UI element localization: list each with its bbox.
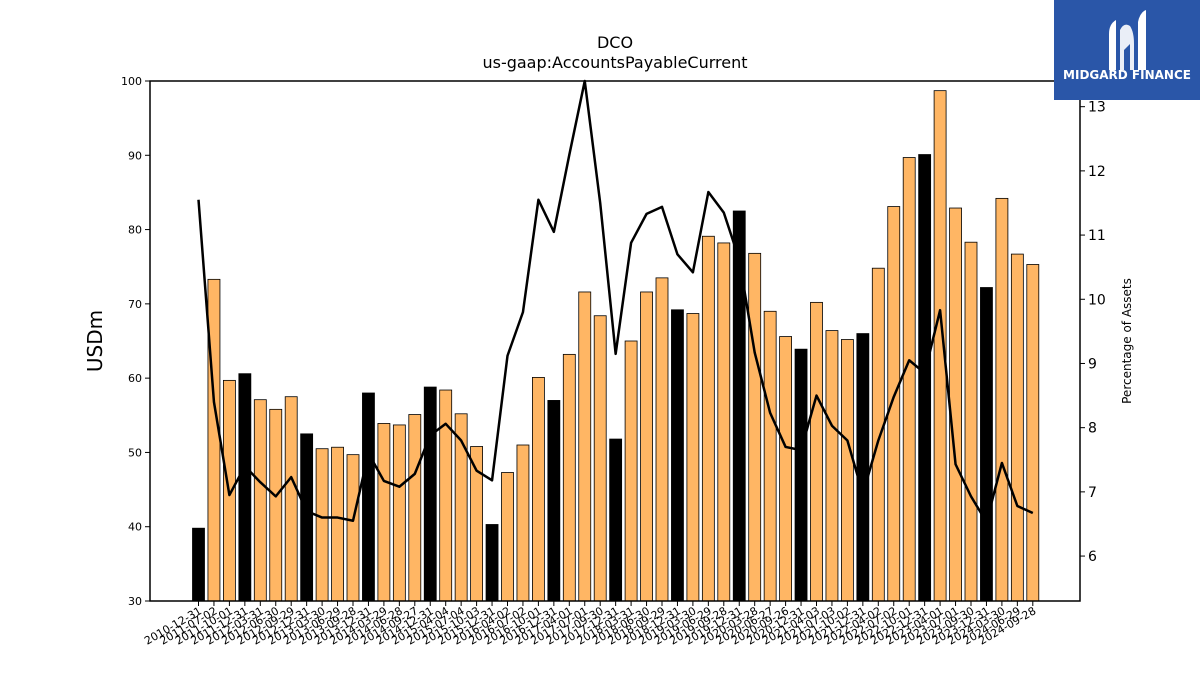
bar-2012-09-29	[284, 396, 298, 602]
bar-2023-07-01	[949, 207, 962, 602]
bar-2014-09-27	[408, 414, 422, 602]
bar-2024-06-29	[1010, 253, 1024, 602]
bar-2022-04-02	[871, 267, 885, 602]
y-tick-label: 80	[128, 224, 142, 237]
bar-2013-09-28	[346, 454, 360, 602]
bar-2021-10-02	[841, 339, 854, 602]
bar-2011-07-02	[207, 278, 221, 602]
y2-axis-label: Percentage of Assets	[1120, 278, 1134, 404]
bar-2016-10-01	[532, 376, 545, 602]
y-axis-ticks: 30 40 50 60 70 80 90 100	[121, 75, 150, 608]
bar-2016-12-31	[547, 400, 561, 602]
bar-2023-09-30	[964, 241, 978, 602]
bar-2013-12-31	[362, 392, 375, 602]
bar-2018-03-31	[624, 340, 638, 602]
chart-title: DCO	[597, 33, 633, 52]
bar-2011-12-31	[238, 373, 252, 602]
y2-tick-label: 8	[1088, 421, 1097, 437]
y2-tick-label: 9	[1088, 356, 1097, 372]
y-tick-label: 90	[128, 149, 142, 162]
bar-2019-06-29	[701, 235, 715, 602]
brand-logo-text: MIDGARD FINANCE	[1063, 68, 1191, 82]
bar-2021-12-31	[856, 333, 870, 602]
bar-2017-07-01	[578, 291, 592, 602]
y-tick-label: 50	[128, 446, 142, 459]
bar-2017-09-30	[593, 315, 607, 602]
bar-2024-03-30	[995, 197, 1009, 602]
bar-2021-04-03	[810, 301, 823, 602]
bar-2012-03-31	[253, 399, 267, 602]
y-tick-label: 70	[128, 298, 142, 311]
bar-2020-03-28	[748, 252, 762, 602]
y2-tick-label: 7	[1088, 485, 1097, 501]
y-tick-label: 30	[128, 595, 142, 608]
y2-tick-label: 12	[1088, 164, 1106, 180]
y2-tick-label: 11	[1088, 228, 1106, 244]
brand-logo-icon	[1109, 10, 1146, 70]
bar-2017-04-01	[562, 353, 576, 602]
bar-2014-12-31	[423, 386, 437, 602]
bar-2024-09-28	[1026, 264, 1040, 602]
y-tick-label: 60	[128, 372, 142, 385]
y-tick-label: 40	[128, 521, 142, 534]
percentage-line	[197, 79, 1034, 524]
bar-2021-07-03	[825, 330, 839, 602]
bar-2018-09-29	[655, 277, 669, 602]
bar-2018-06-30	[640, 291, 653, 602]
bar-2022-07-02	[887, 206, 901, 602]
bar-2019-03-30	[686, 313, 700, 602]
y2-tick-label: 13	[1088, 100, 1106, 116]
bar-2016-07-02	[516, 444, 530, 602]
bar-2014-03-29	[377, 423, 391, 602]
bar-2013-06-29	[331, 446, 344, 602]
y2-axis-ticks: 6 7 8 9 10 11 12 13	[1080, 100, 1106, 565]
brand-logo: MIDGARD FINANCE	[1054, 0, 1200, 100]
bar-2015-12-31	[485, 524, 499, 602]
bar-2017-12-31	[609, 438, 623, 602]
bar-2012-06-30	[269, 408, 283, 602]
bar-2014-06-28	[392, 424, 406, 602]
x-axis-ticks: 2010-12-312011-07-022011-10-012011-12-31…	[142, 601, 1038, 648]
bar-2015-04-04	[439, 389, 453, 602]
bar-2016-04-02	[501, 472, 514, 602]
y-axis-label: USDm	[83, 310, 107, 372]
bar-2020-09-26	[779, 336, 792, 602]
bar-2022-10-01	[902, 157, 916, 602]
bar-2019-09-28	[717, 242, 731, 602]
bar-2022-12-31	[918, 154, 932, 602]
y2-tick-label: 10	[1088, 292, 1106, 308]
plot-frame	[149, 80, 1081, 602]
chart-subtitle: us-gaap:AccountsPayableCurrent	[482, 53, 747, 72]
y2-tick-label: 6	[1088, 549, 1097, 565]
bar-2012-12-31	[300, 433, 314, 602]
y-tick-label: 100	[121, 75, 142, 88]
bar-2020-12-31	[794, 348, 808, 602]
bar-2020-06-27	[763, 310, 777, 602]
bar-2019-12-31	[732, 210, 746, 602]
bar-2013-03-30	[315, 448, 329, 602]
bar-2023-12-31	[980, 287, 993, 602]
bar-2018-12-31	[671, 309, 684, 602]
bar-2010-12-31	[192, 527, 205, 602]
